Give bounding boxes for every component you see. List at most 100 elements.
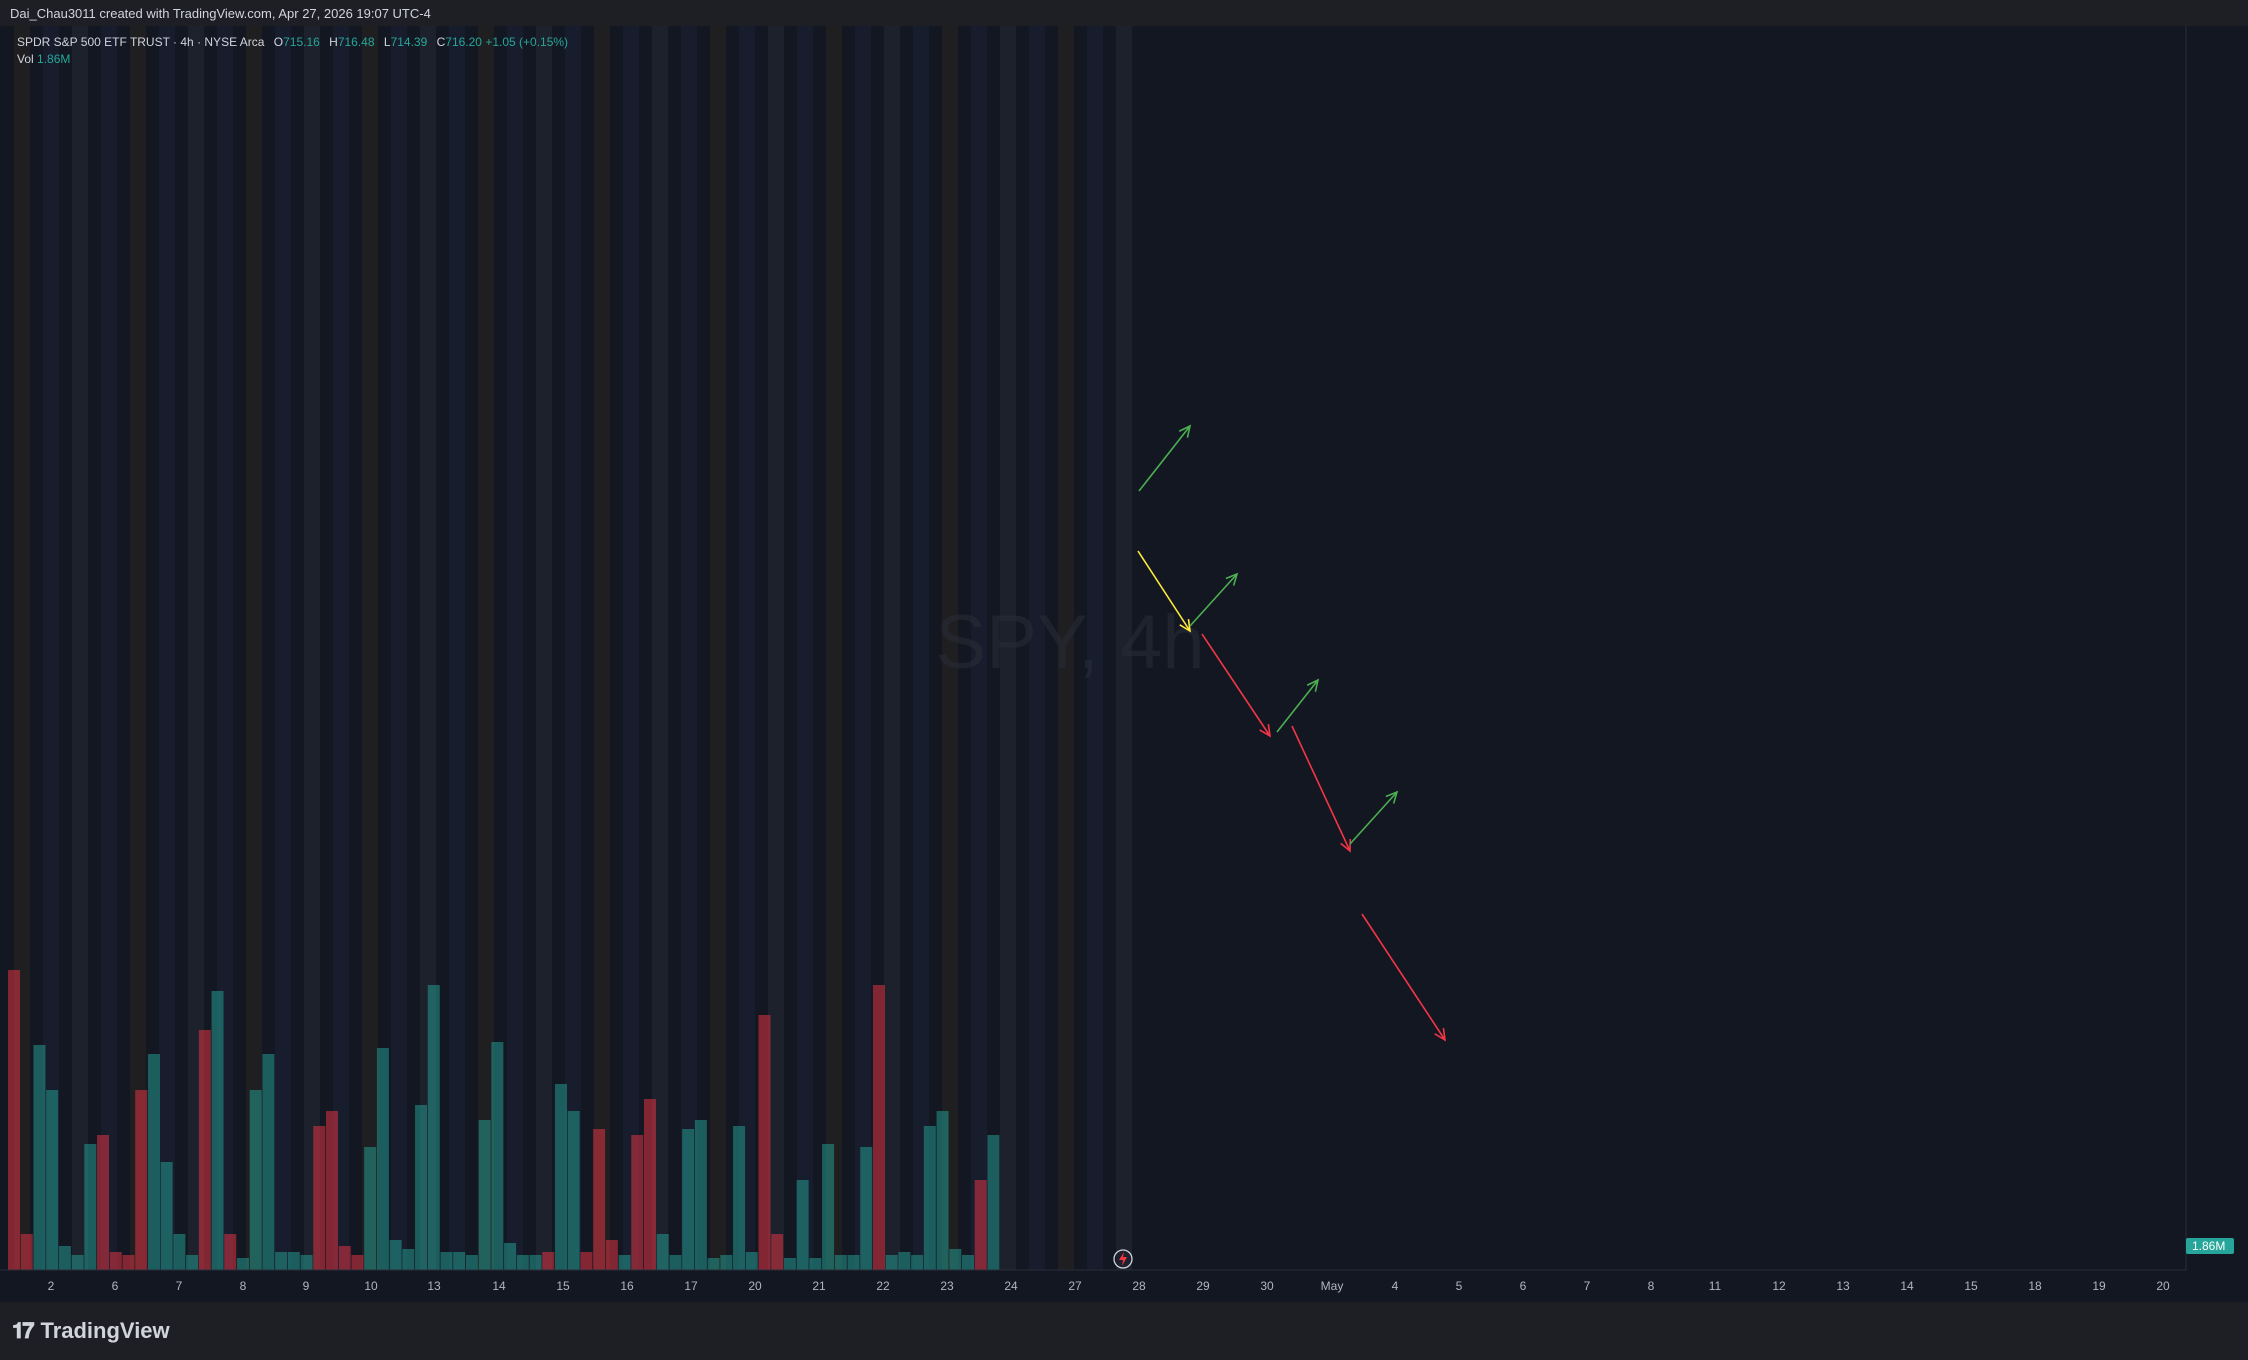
session-band (826, 26, 842, 1270)
volume-bar (796, 1180, 809, 1270)
price-axis[interactable]: 734.00732.00730.00728.00726.00724.00722.… (2185, 26, 2248, 1302)
session-band (333, 26, 349, 1270)
time-tick-label: 20 (2156, 1279, 2170, 1293)
volume-bar (911, 1255, 924, 1270)
arrow-up-breakout-head (1178, 424, 1192, 438)
time-tick-label: 10 (364, 1279, 378, 1293)
volume-bar (224, 1234, 237, 1270)
time-tick-label: 6 (1520, 1279, 1527, 1293)
volume-bar (326, 1111, 338, 1270)
volume-bar (465, 1255, 478, 1270)
time-axis[interactable]: 2 6 7 8 9 10 13 14 15 16 17 20 21 22 23 24 27 28 29 30 May 4 5… (0, 1269, 2186, 1293)
volume-bar (554, 1084, 567, 1270)
tradingview-logo[interactable]: 𝟏𝟕 TradingView (12, 1318, 170, 1344)
volume-layer (8, 970, 1000, 1270)
volume-bar (351, 1255, 364, 1270)
volume-badge: 1.86M (2192, 1239, 2225, 1253)
time-tick-label: 29 (1196, 1279, 1210, 1293)
time-tick-label: 28 (1132, 1279, 1146, 1293)
time-tick-label: 23 (940, 1279, 954, 1293)
session-band (72, 26, 88, 1270)
volume-bar (109, 1252, 122, 1270)
volume-bar (923, 1126, 936, 1270)
alert-icon[interactable] (1113, 1249, 1133, 1269)
time-tick-label: 20 (748, 1279, 762, 1293)
symbol-legend: SPDR S&P 500 ETF TRUST · 4h · NYSE Arca … (17, 34, 568, 68)
volume-bar (720, 1255, 733, 1270)
chart-canvas[interactable]: 712.29711.14712.29711.14707.90707.01707.… (0, 26, 2248, 1302)
volume-bar (694, 1120, 707, 1270)
volume-bar (364, 1147, 377, 1270)
volume-bar (415, 1105, 428, 1270)
session-band (971, 26, 987, 1270)
time-tick-label: 13 (1836, 1279, 1850, 1293)
volume-bar (987, 1135, 1000, 1270)
volume-bar (338, 1246, 351, 1270)
volume-bar (516, 1255, 529, 1270)
volume-bar (478, 1120, 491, 1270)
close-label: C (436, 35, 446, 49)
volume-bar (962, 1255, 974, 1270)
time-tick-label: 7 (176, 1279, 183, 1293)
volume-bar (300, 1255, 313, 1270)
session-bands (14, 26, 1132, 1270)
session-band (594, 26, 610, 1270)
volume-bar (745, 1252, 758, 1270)
volume-bar (605, 1240, 618, 1270)
arrow-down-retest (1137, 550, 1191, 632)
volume-bar (542, 1252, 555, 1270)
volume-bar (949, 1249, 962, 1270)
time-tick-label: 27 (1068, 1279, 1082, 1293)
volume-bar (618, 1255, 631, 1270)
time-tick-label: 7 (1584, 1279, 1591, 1293)
session-band (913, 26, 929, 1270)
high-value: 716.48 (337, 35, 375, 49)
session-band (275, 26, 291, 1270)
close-value: 716.20 (445, 35, 482, 49)
arrow-bounce-3 (1349, 791, 1398, 845)
open-label: O (273, 35, 284, 49)
volume-badge-bg (2186, 1238, 2234, 1254)
volume-bar (529, 1255, 542, 1270)
arrow-bounce-2 (1276, 679, 1319, 733)
volume-bar (593, 1129, 606, 1270)
time-tick-label: 15 (556, 1279, 570, 1293)
low-label: L (383, 35, 391, 49)
session-band (768, 26, 784, 1270)
volume-bar (682, 1129, 695, 1270)
volume-bar (885, 1255, 898, 1270)
session-band (536, 26, 552, 1270)
volume-bar (313, 1126, 326, 1270)
arrow-up-breakout (1138, 425, 1191, 492)
volume-bar (198, 1030, 211, 1270)
session-band (478, 26, 494, 1270)
volume-bar (936, 1111, 949, 1270)
watermark: SPY, 4h (935, 600, 1204, 685)
session-band (652, 26, 668, 1270)
session-band (884, 26, 900, 1270)
volume-bar (58, 1246, 71, 1270)
low-value: 714.39 (390, 35, 428, 49)
volume-bar (262, 1054, 275, 1270)
session-band (217, 26, 233, 1270)
volume-bar (376, 1048, 389, 1270)
volume-bar (847, 1255, 860, 1270)
volume-bar (669, 1255, 682, 1270)
time-tick-label: 9 (303, 1279, 310, 1293)
time-tick-label: 17 (684, 1279, 698, 1293)
session-band (362, 26, 378, 1270)
volume-bar (860, 1147, 873, 1270)
high-label: H (329, 35, 338, 49)
time-tick-label: May (1321, 1279, 1344, 1293)
time-tick-label: 4 (1392, 1279, 1399, 1293)
volume-bar (71, 1255, 84, 1270)
time-tick-label: 15 (1964, 1279, 1978, 1293)
volume-bar (733, 1126, 746, 1270)
arrow-drop-1-head (1259, 724, 1272, 738)
session-band (1029, 26, 1045, 1270)
volume-bar (8, 970, 20, 1270)
volume-bar (822, 1144, 835, 1270)
session-band (420, 26, 436, 1270)
session-band (43, 26, 59, 1270)
time-tick-label: 21 (812, 1279, 826, 1293)
